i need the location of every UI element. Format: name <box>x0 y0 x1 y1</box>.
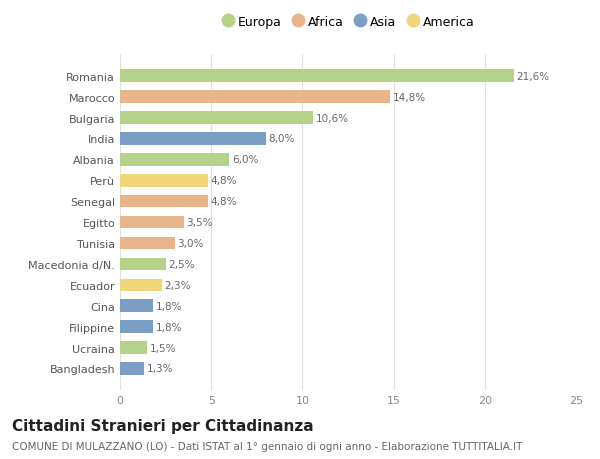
Text: 1,3%: 1,3% <box>146 364 173 374</box>
Bar <box>120 154 229 166</box>
Text: 3,5%: 3,5% <box>187 218 213 228</box>
Text: 1,5%: 1,5% <box>150 343 176 353</box>
Bar <box>120 133 266 146</box>
Text: 3,0%: 3,0% <box>178 239 204 248</box>
Bar <box>120 196 208 208</box>
Text: 2,3%: 2,3% <box>164 280 191 290</box>
Bar <box>120 363 144 375</box>
Bar <box>120 279 162 291</box>
Text: 2,5%: 2,5% <box>169 259 195 269</box>
Text: 6,0%: 6,0% <box>232 155 259 165</box>
Text: 14,8%: 14,8% <box>392 92 426 102</box>
Bar <box>120 70 514 83</box>
Bar <box>120 258 166 271</box>
Text: Cittadini Stranieri per Cittadinanza: Cittadini Stranieri per Cittadinanza <box>12 418 314 433</box>
Text: 21,6%: 21,6% <box>517 72 550 82</box>
Text: COMUNE DI MULAZZANO (LO) - Dati ISTAT al 1° gennaio di ogni anno - Elaborazione : COMUNE DI MULAZZANO (LO) - Dati ISTAT al… <box>12 441 523 451</box>
Bar <box>120 91 390 104</box>
Text: 8,0%: 8,0% <box>269 134 295 144</box>
Bar <box>120 300 153 312</box>
Text: 4,8%: 4,8% <box>210 197 237 207</box>
Bar <box>120 321 153 333</box>
Bar <box>120 112 313 124</box>
Bar <box>120 341 148 354</box>
Text: 1,8%: 1,8% <box>155 322 182 332</box>
Text: 10,6%: 10,6% <box>316 113 349 123</box>
Bar <box>120 174 208 187</box>
Bar <box>120 216 184 229</box>
Text: 4,8%: 4,8% <box>210 176 237 186</box>
Bar <box>120 237 175 250</box>
Text: 1,8%: 1,8% <box>155 301 182 311</box>
Legend: Europa, Africa, Asia, America: Europa, Africa, Asia, America <box>217 11 479 34</box>
